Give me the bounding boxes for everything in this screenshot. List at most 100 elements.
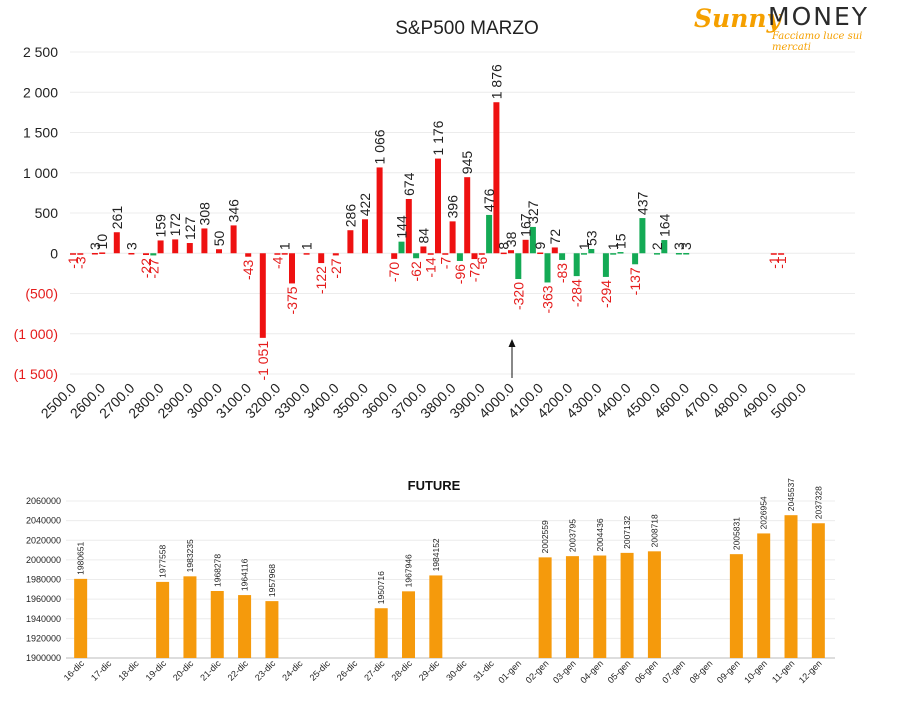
x-tick-label: 26-dic xyxy=(335,658,360,683)
bar xyxy=(157,240,164,254)
x-tick-label: 17-dic xyxy=(89,658,114,683)
bar xyxy=(508,250,514,254)
x-tick-label: 24-dic xyxy=(280,658,305,683)
bar xyxy=(729,554,743,658)
data-label: 2 xyxy=(649,242,665,250)
x-tick-label: 01-gen xyxy=(496,658,523,685)
data-label: -72 xyxy=(467,262,483,282)
bar xyxy=(617,252,624,254)
data-label: 1977558 xyxy=(158,545,168,578)
bar xyxy=(456,253,463,261)
bar xyxy=(420,246,427,254)
data-label: 172 xyxy=(167,213,183,237)
y-tick-label: (500) xyxy=(25,286,58,302)
bar xyxy=(172,239,179,254)
bar xyxy=(538,557,552,658)
y-tick-label: 500 xyxy=(35,205,59,221)
bar xyxy=(99,252,106,254)
data-label: 127 xyxy=(182,216,198,240)
bar xyxy=(620,552,634,658)
bar xyxy=(210,591,224,658)
bar xyxy=(238,595,252,658)
data-label: 1 xyxy=(299,242,315,250)
y-tick-label: 2040000 xyxy=(26,516,61,526)
data-label: 1950716 xyxy=(376,571,386,604)
bar xyxy=(675,253,682,255)
data-label: 437 xyxy=(634,191,650,215)
bar xyxy=(374,608,388,658)
logo-brand-right: MONEY xyxy=(768,2,870,31)
bar xyxy=(588,248,595,254)
data-label: 2037328 xyxy=(813,486,823,519)
arrow-up-icon xyxy=(508,339,516,347)
bar xyxy=(91,253,98,255)
bar xyxy=(784,515,798,658)
bar xyxy=(427,253,434,255)
bar xyxy=(303,253,310,255)
y-tick-label: 1920000 xyxy=(26,633,61,643)
bar xyxy=(186,243,193,254)
bar xyxy=(647,551,661,658)
data-label: 159 xyxy=(153,214,169,238)
y-tick-label: 2020000 xyxy=(26,535,61,545)
bar xyxy=(811,523,825,658)
data-label: 396 xyxy=(445,195,461,219)
data-label: -363 xyxy=(540,285,556,313)
data-label: 1 xyxy=(605,242,621,250)
y-tick-label: 0 xyxy=(50,245,58,261)
bar xyxy=(183,576,197,658)
bar xyxy=(565,556,579,658)
bar xyxy=(515,253,522,280)
data-label: -7 xyxy=(437,257,453,270)
data-label: 144 xyxy=(394,215,410,239)
data-label: 1980651 xyxy=(76,541,86,574)
bar xyxy=(435,158,441,254)
data-label: 1967946 xyxy=(404,554,414,587)
x-tick-label: 16-dic xyxy=(62,658,87,683)
bar xyxy=(581,253,587,255)
y-tick-label: 1980000 xyxy=(26,575,61,585)
bar xyxy=(593,555,607,658)
x-tick-label: 20-dic xyxy=(171,658,196,683)
data-label: 3 xyxy=(671,242,687,250)
x-tick-label: 03-gen xyxy=(551,658,578,685)
bar xyxy=(332,253,339,256)
bar xyxy=(661,240,668,254)
bar xyxy=(201,228,208,254)
y-tick-label: 2 500 xyxy=(23,44,58,60)
x-tick-label: 02-gen xyxy=(524,658,551,685)
bar xyxy=(274,253,281,255)
bar xyxy=(537,252,544,255)
bar xyxy=(778,253,785,255)
bar xyxy=(442,253,449,255)
data-label: 945 xyxy=(459,151,475,175)
data-label: 1957968 xyxy=(267,564,277,597)
data-label: 422 xyxy=(357,193,373,217)
data-label: 9 xyxy=(532,242,548,250)
data-label: 308 xyxy=(196,202,212,226)
bar xyxy=(70,253,76,255)
bar xyxy=(464,177,471,254)
bar xyxy=(318,253,325,264)
data-label: -83 xyxy=(554,263,570,283)
bar xyxy=(522,239,529,254)
bar xyxy=(683,253,690,255)
y-tick-label: 1900000 xyxy=(26,653,61,663)
data-label: 3 xyxy=(123,242,139,250)
bar xyxy=(347,230,354,254)
bar xyxy=(493,102,500,254)
bar xyxy=(602,253,609,277)
data-label: -43 xyxy=(240,259,256,279)
bar xyxy=(757,533,771,658)
bar xyxy=(150,253,157,256)
y-tick-label: 2000000 xyxy=(26,555,61,565)
data-label: 1984152 xyxy=(431,538,441,571)
x-tick-label: 25-dic xyxy=(308,658,333,683)
data-label: -122 xyxy=(313,266,329,294)
bar xyxy=(362,219,368,254)
data-label: -6 xyxy=(474,257,490,270)
future-chart: FUTURE 2060000 2040000 2020000 2000000 19800… xyxy=(26,478,835,685)
bar xyxy=(216,249,222,254)
data-label: 3 xyxy=(87,242,103,250)
bar xyxy=(449,221,456,254)
